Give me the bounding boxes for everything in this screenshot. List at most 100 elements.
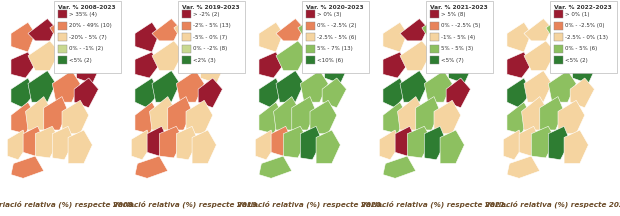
Polygon shape [152, 71, 180, 102]
Bar [554, 56, 563, 64]
Polygon shape [300, 126, 322, 160]
Polygon shape [434, 100, 461, 134]
Polygon shape [283, 126, 308, 158]
Text: <5% (2): <5% (2) [565, 58, 588, 63]
Polygon shape [322, 78, 347, 108]
Polygon shape [198, 78, 223, 108]
Text: Var. % 2008-2023: Var. % 2008-2023 [58, 5, 116, 10]
Polygon shape [325, 52, 349, 84]
Polygon shape [507, 22, 531, 52]
Polygon shape [379, 130, 400, 160]
Bar [554, 22, 563, 30]
Polygon shape [77, 52, 101, 84]
Polygon shape [35, 126, 60, 158]
Polygon shape [422, 15, 449, 37]
Polygon shape [524, 19, 552, 41]
Polygon shape [507, 156, 540, 178]
Polygon shape [28, 41, 60, 71]
Polygon shape [152, 19, 180, 41]
FancyBboxPatch shape [426, 1, 493, 73]
Polygon shape [573, 52, 597, 84]
Polygon shape [201, 52, 225, 84]
Polygon shape [458, 33, 480, 59]
Text: > -2% (2): > -2% (2) [193, 12, 220, 17]
Bar [182, 44, 191, 53]
Polygon shape [446, 78, 471, 108]
Text: 5% - 5% (3): 5% - 5% (3) [441, 46, 474, 51]
Polygon shape [259, 52, 283, 78]
Polygon shape [582, 33, 604, 59]
Polygon shape [564, 130, 588, 164]
Polygon shape [440, 130, 464, 164]
Polygon shape [186, 100, 213, 134]
Polygon shape [276, 19, 304, 41]
Polygon shape [11, 78, 35, 108]
Bar [306, 10, 315, 18]
Text: <10% (6): <10% (6) [317, 58, 343, 63]
Text: 0% - -2.5% (0): 0% - -2.5% (0) [565, 23, 604, 28]
Text: 0% - -2.5% (2): 0% - -2.5% (2) [317, 23, 356, 28]
Bar [58, 10, 67, 18]
Polygon shape [503, 130, 524, 160]
Polygon shape [407, 126, 432, 158]
Polygon shape [273, 97, 300, 130]
Bar [554, 33, 563, 41]
Text: Var. % 2019-2023: Var. % 2019-2023 [182, 5, 240, 10]
Text: Variació relativa (%) respecte 2008.: Variació relativa (%) respecte 2008. [0, 201, 135, 208]
Text: <2% (3): <2% (3) [193, 58, 216, 63]
Polygon shape [131, 130, 152, 160]
Polygon shape [152, 41, 184, 71]
Text: -5% - 0% (7): -5% - 0% (7) [193, 35, 228, 40]
Polygon shape [11, 52, 35, 78]
Polygon shape [74, 78, 99, 108]
Text: Variació relativa (%) respecte 2022.: Variació relativa (%) respecte 2022. [485, 201, 620, 208]
Bar [430, 56, 439, 64]
Text: 20% - 49% (10): 20% - 49% (10) [69, 23, 112, 28]
Polygon shape [531, 126, 556, 158]
Polygon shape [62, 100, 89, 134]
Text: Variació relativa (%) respecte 2021.: Variació relativa (%) respecte 2021. [361, 201, 507, 208]
Polygon shape [383, 102, 407, 134]
Polygon shape [86, 33, 108, 59]
Polygon shape [210, 33, 232, 59]
Polygon shape [44, 97, 68, 130]
Polygon shape [449, 15, 471, 37]
Polygon shape [176, 71, 204, 102]
Text: > 0% (1): > 0% (1) [565, 12, 590, 17]
Text: 0% - -2.5% (5): 0% - -2.5% (5) [441, 23, 481, 28]
Polygon shape [507, 78, 531, 108]
Bar [306, 22, 315, 30]
Polygon shape [546, 15, 573, 37]
Polygon shape [325, 15, 347, 37]
Polygon shape [259, 78, 283, 108]
Polygon shape [383, 52, 407, 78]
Text: <5% (2): <5% (2) [69, 58, 92, 63]
Polygon shape [28, 19, 56, 41]
Polygon shape [300, 71, 328, 102]
FancyBboxPatch shape [550, 1, 617, 73]
Polygon shape [558, 100, 585, 134]
Bar [430, 22, 439, 30]
FancyBboxPatch shape [302, 1, 369, 73]
Polygon shape [570, 78, 595, 108]
Polygon shape [383, 22, 407, 52]
Text: 5% - 7% (13): 5% - 7% (13) [317, 46, 353, 51]
Bar [554, 44, 563, 53]
Polygon shape [255, 130, 276, 160]
Polygon shape [159, 126, 184, 158]
Polygon shape [416, 97, 440, 130]
Polygon shape [174, 15, 201, 37]
Bar [430, 10, 439, 18]
Polygon shape [77, 15, 99, 37]
Polygon shape [316, 130, 340, 164]
Polygon shape [424, 126, 446, 160]
Text: 0% - 5% (6): 0% - 5% (6) [565, 46, 598, 51]
Bar [182, 10, 191, 18]
Polygon shape [135, 78, 159, 108]
Text: -2.5% - 0% (13): -2.5% - 0% (13) [565, 35, 608, 40]
Polygon shape [135, 22, 159, 52]
Bar [430, 44, 439, 53]
Bar [182, 22, 191, 30]
Text: Variació relativa (%) respecte 2020.: Variació relativa (%) respecte 2020. [237, 201, 383, 208]
Polygon shape [400, 41, 432, 71]
